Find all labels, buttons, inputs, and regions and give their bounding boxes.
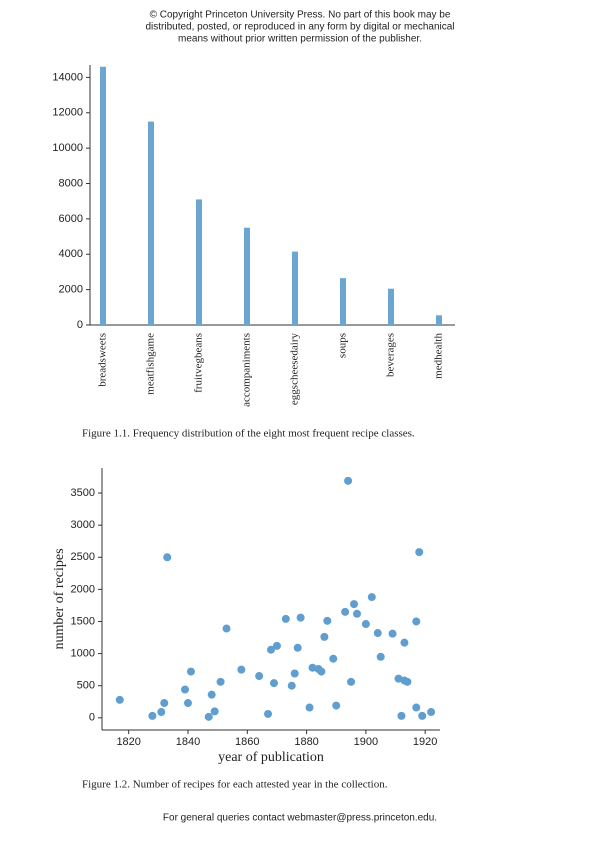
point (397, 711, 406, 720)
x-tick-label: fruitvegbeans (193, 333, 205, 393)
y-tick-label: 6000 (59, 213, 83, 225)
point (412, 617, 421, 626)
caption: Figure 1.2. Number of recipes for each a… (82, 779, 388, 791)
x-tick-label: 1920 (413, 736, 437, 748)
y-tick-label: 1500 (71, 615, 95, 627)
point (332, 701, 341, 710)
y-tick-label: 0 (89, 712, 95, 724)
point (344, 476, 353, 485)
y-tick-label: 14000 (52, 71, 83, 83)
point (267, 645, 275, 654)
bar (148, 121, 154, 326)
x-tick-label: meatfishgame (145, 333, 157, 395)
copyright-line: distributed, posted, or reproduced in an… (145, 22, 454, 33)
point (163, 553, 172, 562)
point (388, 629, 397, 638)
x-tick-label: 1900 (354, 736, 378, 748)
point (287, 681, 296, 690)
point (412, 703, 421, 712)
point (367, 593, 376, 602)
point (210, 707, 219, 716)
point (181, 685, 190, 694)
bar (244, 227, 250, 325)
y-tick-label: 500 (77, 680, 95, 692)
y-tick-label: 12000 (52, 107, 83, 119)
x-tick-label: 1820 (116, 736, 140, 748)
point (264, 709, 273, 718)
caption: Figure 1.1. Frequency distribution of th… (82, 428, 415, 440)
y-tick-label: 4000 (59, 248, 83, 260)
x-axis-label: year of publication (218, 750, 324, 765)
point (373, 629, 382, 638)
point (296, 613, 305, 622)
point (361, 620, 370, 629)
bar (388, 288, 394, 325)
point (290, 669, 299, 678)
point (281, 614, 290, 623)
point (148, 711, 157, 720)
point (352, 609, 361, 618)
copyright-line: means without prior written permission o… (178, 34, 422, 45)
point (323, 616, 332, 625)
point (255, 672, 264, 681)
bar (100, 66, 106, 325)
x-tick-label: breadsweets (97, 333, 109, 387)
x-tick-label: 1840 (176, 736, 200, 748)
y-tick-label: 3000 (71, 519, 95, 531)
bar (436, 315, 442, 325)
point (305, 703, 314, 712)
y-tick-label: 2500 (71, 551, 95, 563)
point (272, 641, 281, 650)
point (376, 652, 385, 661)
y-tick-label: 1000 (71, 647, 95, 659)
y-tick-label: 0 (77, 319, 83, 331)
point (418, 711, 427, 720)
point (115, 695, 124, 704)
bar (292, 251, 298, 325)
y-tick-label: 10000 (52, 142, 83, 154)
x-tick-label: medhealth (433, 333, 445, 379)
x-tick-label: soups (337, 333, 349, 358)
x-tick-label: 1880 (294, 736, 318, 748)
y-axis-label: number of recipes (52, 548, 67, 649)
point (186, 667, 195, 676)
x-tick-label: eggscheesedairy (289, 333, 301, 406)
point (427, 708, 436, 717)
point (216, 677, 225, 686)
point (403, 677, 412, 686)
point (320, 632, 329, 641)
point (415, 548, 424, 557)
point (317, 667, 326, 676)
point (341, 607, 350, 616)
y-tick-label: 3500 (71, 487, 95, 499)
point (350, 600, 359, 609)
y-tick-label: 2000 (59, 284, 83, 296)
point (222, 624, 231, 633)
copyright-line: © Copyright Princeton University Press. … (150, 10, 451, 21)
x-tick-label: 1860 (235, 736, 259, 748)
point (160, 699, 169, 708)
point (204, 712, 213, 721)
footer: For general queries contact webmaster@pr… (163, 813, 437, 824)
point (347, 677, 356, 686)
bar (196, 199, 202, 325)
point (329, 654, 338, 663)
point (157, 708, 166, 717)
x-tick-label: accompaniments (241, 333, 253, 407)
bar (340, 278, 346, 325)
point (237, 665, 246, 674)
point (293, 643, 302, 652)
point (207, 690, 216, 699)
point (183, 699, 192, 708)
x-tick-label: beverages (385, 333, 397, 377)
y-tick-label: 2000 (71, 583, 95, 595)
point (400, 638, 409, 647)
point (269, 679, 278, 688)
y-tick-label: 8000 (59, 177, 83, 189)
